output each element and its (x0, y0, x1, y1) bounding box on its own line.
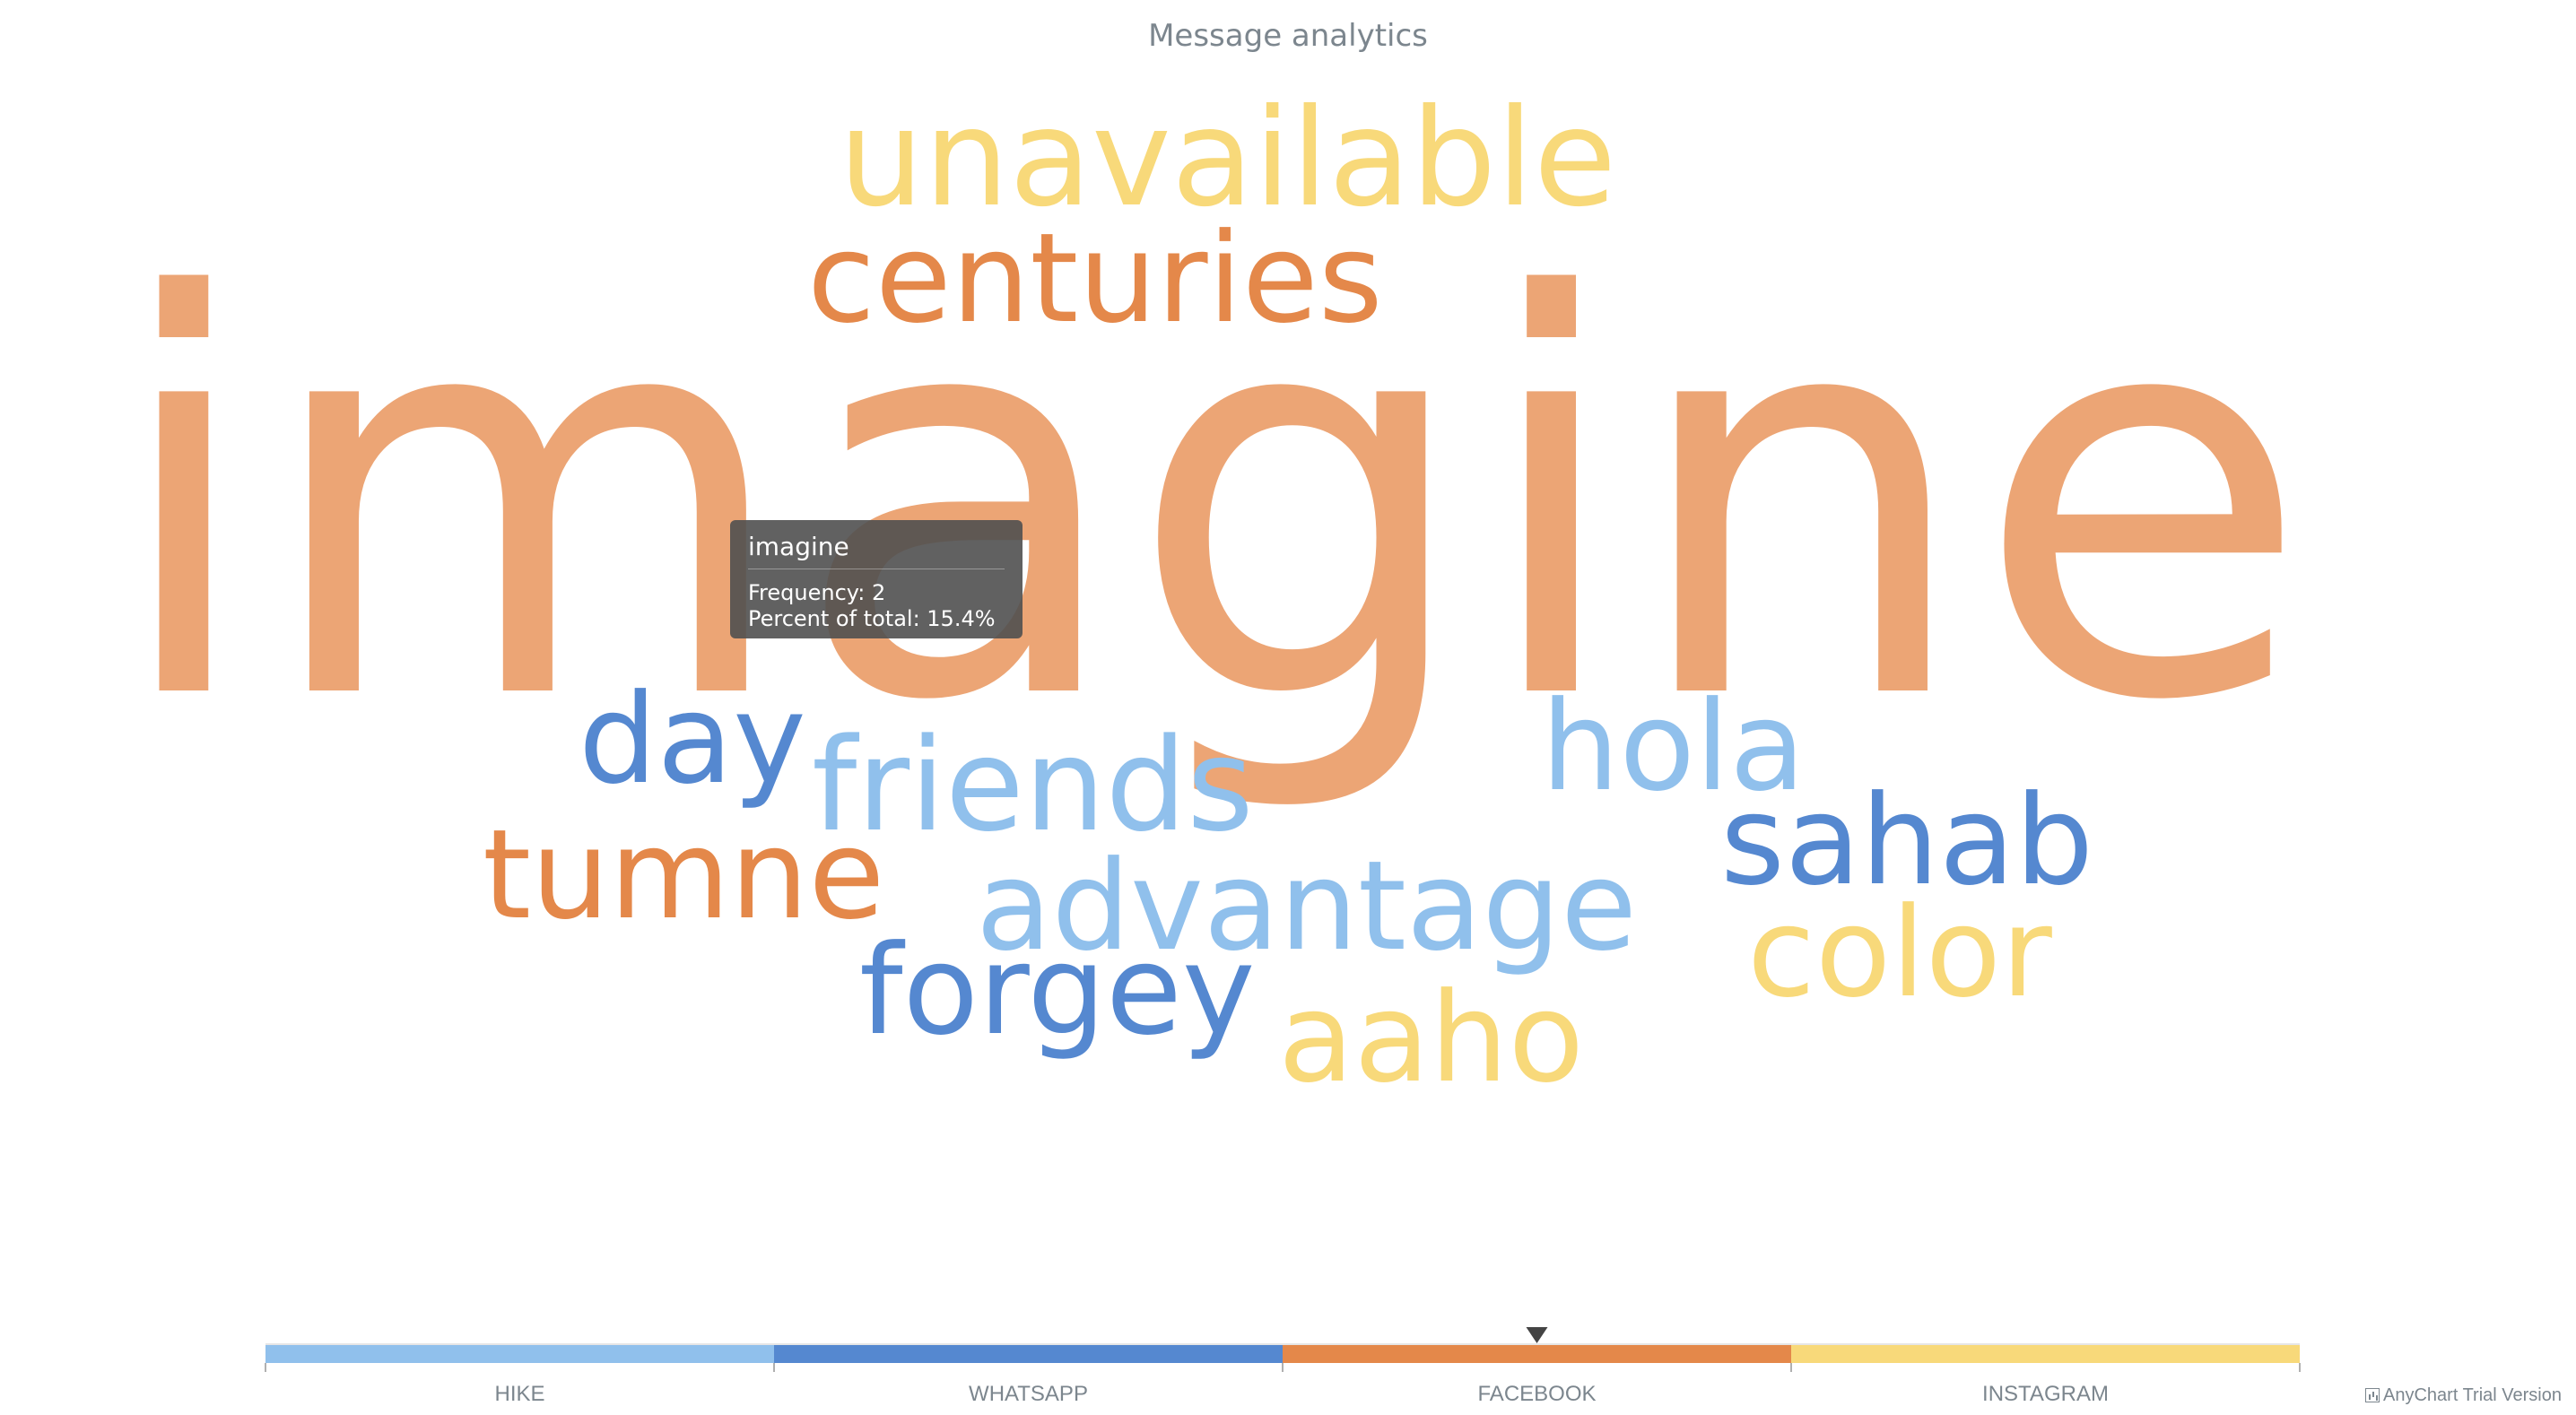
chart-title: Message analytics (1148, 18, 1428, 54)
word-imagine[interactable]: imagine (108, 183, 2311, 820)
trial-credit-text: AnyChart Trial Version (2383, 1385, 2562, 1405)
word-unavailable[interactable]: unavailable (839, 81, 1616, 237)
color-range-segment-facebook[interactable] (1283, 1345, 1791, 1363)
tooltip-frequency: Frequency: 2 (748, 580, 886, 605)
word-tooltip: imagine Frequency: 2 Percent of total: 1… (730, 520, 1023, 638)
color-range-label-hike: HIKE (494, 1382, 544, 1406)
word-color[interactable]: color (1747, 881, 2052, 1025)
trial-credit: AnyChart Trial Version (2365, 1385, 2562, 1406)
word-friends[interactable]: friends (812, 710, 1254, 860)
color-range-label-whatsapp: WHATSAPP (969, 1382, 1088, 1406)
word-centuries[interactable]: centuries (807, 206, 1383, 351)
chart-icon (2365, 1388, 2380, 1402)
color-range-segment-hike[interactable] (265, 1345, 774, 1363)
color-range-segment-whatsapp[interactable] (774, 1345, 1283, 1363)
tooltip-percent: Percent of total: 15.4% (748, 606, 996, 631)
word-tumne[interactable]: tumne (483, 803, 884, 947)
color-range-label-instagram: INSTAGRAM (1982, 1382, 2109, 1406)
word-day[interactable]: day (579, 667, 806, 812)
tooltip-title: imagine (748, 531, 1005, 569)
color-range-marker (1526, 1327, 1548, 1343)
word-aaho[interactable]: aaho (1278, 966, 1584, 1110)
word-forgey[interactable]: forgey (859, 918, 1256, 1063)
word-sahab[interactable]: sahab (1720, 768, 2093, 913)
word-advantage[interactable]: advantage (976, 834, 1637, 978)
word-hola[interactable]: hola (1541, 674, 1806, 819)
color-range-segment-instagram[interactable] (1791, 1345, 2300, 1363)
color-range-label-facebook: FACEBOOK (1477, 1382, 1596, 1406)
